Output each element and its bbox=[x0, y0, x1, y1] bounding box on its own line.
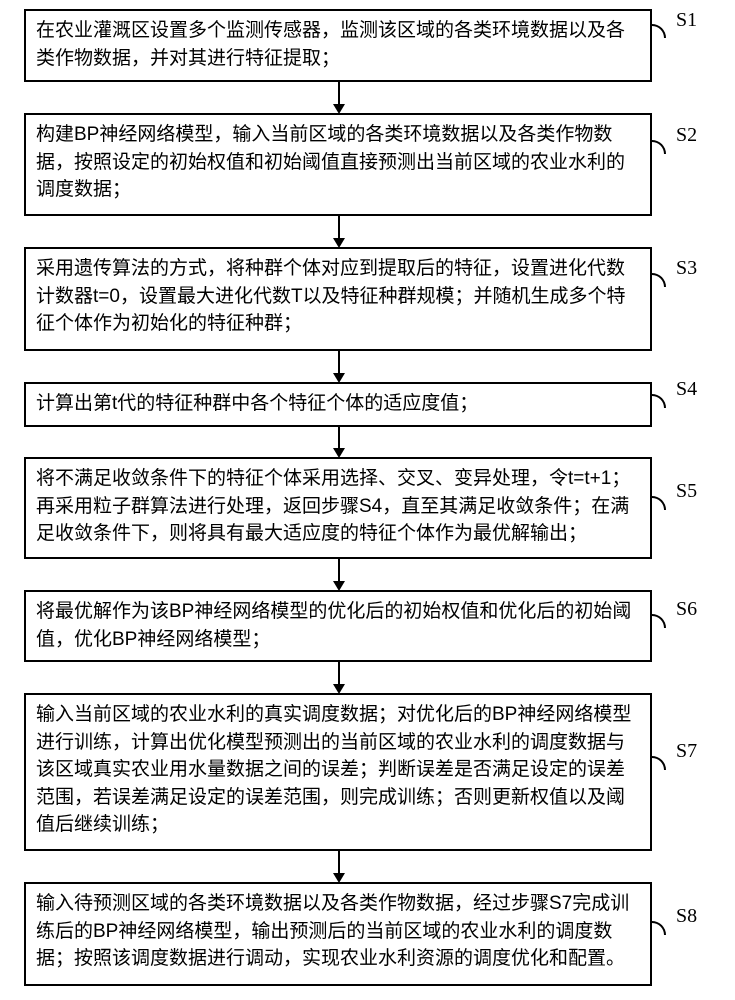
step-s1: 在农业灌溉区设置多个监测传感器，监测该区域的各类环境数据以及各类作物数据，并对其… bbox=[24, 9, 652, 82]
step-s7: 输入当前区域的农业水利的真实调度数据；对优化后的BP神经网络模型进行训练，计算出… bbox=[24, 693, 652, 851]
step-s4-text: 计算出第t代的特征种群中各个特征个体的适应度值； bbox=[36, 390, 478, 418]
step-s5-connector bbox=[652, 496, 666, 510]
step-s3-label: S3 bbox=[676, 257, 697, 280]
step-s4: 计算出第t代的特征种群中各个特征个体的适应度值； bbox=[24, 382, 652, 427]
step-s5: 将不满足收敛条件下的特征个体采用选择、交叉、变异处理，令t=t+1；再采用粒子群… bbox=[24, 457, 652, 559]
step-s4-label: S4 bbox=[676, 378, 697, 401]
step-s2-connector bbox=[652, 140, 666, 154]
arrow-s2-s3 bbox=[338, 216, 340, 246]
step-s3-text: 采用遗传算法的方式，将种群个体对应到提取后的特征，设置进化代数计数器t=0，设置… bbox=[36, 255, 640, 338]
step-s5-label: S5 bbox=[676, 480, 697, 503]
step-s2-label: S2 bbox=[676, 124, 697, 147]
step-s2-text: 构建BP神经网络模型，输入当前区域的各类环境数据以及各类作物数据，按照设定的初始… bbox=[36, 121, 640, 204]
step-s6-text: 将最优解作为该BP神经网络模型的优化后的初始权值和优化后的初始阈值，优化BP神经… bbox=[36, 598, 640, 653]
step-s1-label: S1 bbox=[676, 9, 697, 32]
arrow-s1-s2 bbox=[338, 82, 340, 112]
step-s6-label: S6 bbox=[676, 598, 697, 621]
step-s7-text: 输入当前区域的农业水利的真实调度数据；对优化后的BP神经网络模型进行训练，计算出… bbox=[36, 701, 640, 839]
step-s8-label: S8 bbox=[676, 905, 697, 928]
step-s6: 将最优解作为该BP神经网络模型的优化后的初始权值和优化后的初始阈值，优化BP神经… bbox=[24, 590, 652, 662]
step-s8-text: 输入待预测区域的各类环境数据以及各类作物数据，经过步骤S7完成训练后的BP神经网… bbox=[36, 890, 640, 973]
arrow-s6-s7 bbox=[338, 662, 340, 692]
step-s1-connector bbox=[652, 24, 666, 38]
step-s1-text: 在农业灌溉区设置多个监测传感器，监测该区域的各类环境数据以及各类作物数据，并对其… bbox=[36, 17, 640, 72]
arrow-s3-s4 bbox=[338, 351, 340, 381]
step-s2: 构建BP神经网络模型，输入当前区域的各类环境数据以及各类作物数据，按照设定的初始… bbox=[24, 113, 652, 216]
step-s3: 采用遗传算法的方式，将种群个体对应到提取后的特征，设置进化代数计数器t=0，设置… bbox=[24, 247, 652, 351]
step-s8-connector bbox=[652, 921, 666, 935]
arrow-s7-s8 bbox=[338, 851, 340, 881]
arrow-s4-s5 bbox=[338, 427, 340, 456]
flowchart-canvas: 在农业灌溉区设置多个监测传感器，监测该区域的各类环境数据以及各类作物数据，并对其… bbox=[0, 0, 735, 1000]
step-s6-connector bbox=[652, 614, 666, 628]
step-s4-connector bbox=[652, 394, 666, 408]
step-s5-text: 将不满足收敛条件下的特征个体采用选择、交叉、变异处理，令t=t+1；再采用粒子群… bbox=[36, 465, 640, 548]
step-s7-label: S7 bbox=[676, 740, 697, 763]
arrow-s5-s6 bbox=[338, 559, 340, 589]
step-s7-connector bbox=[652, 756, 666, 770]
step-s8: 输入待预测区域的各类环境数据以及各类作物数据，经过步骤S7完成训练后的BP神经网… bbox=[24, 882, 652, 986]
step-s3-connector bbox=[652, 273, 666, 287]
